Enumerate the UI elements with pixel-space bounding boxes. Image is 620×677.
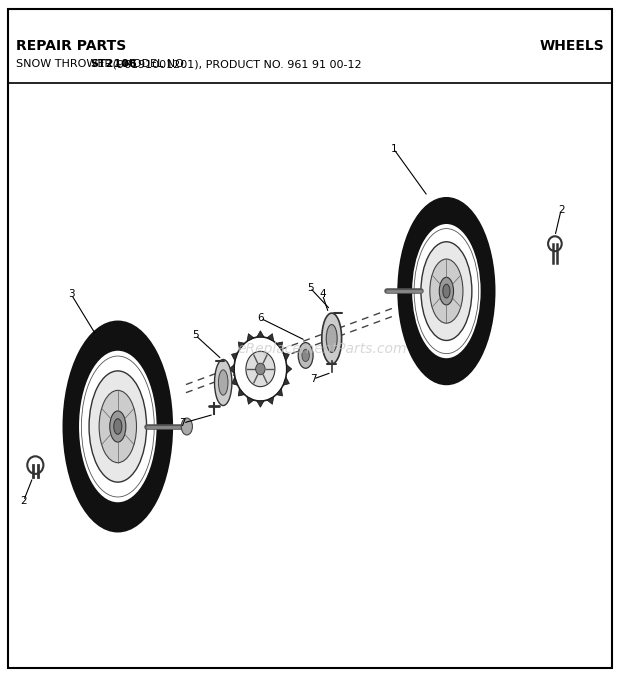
Ellipse shape xyxy=(414,229,479,353)
Ellipse shape xyxy=(246,351,275,387)
Ellipse shape xyxy=(81,356,154,497)
Ellipse shape xyxy=(298,343,313,368)
Text: 2: 2 xyxy=(558,205,564,215)
Text: 7: 7 xyxy=(310,374,316,384)
Ellipse shape xyxy=(181,418,192,435)
Text: eReplacementParts.com: eReplacementParts.com xyxy=(237,342,407,355)
Polygon shape xyxy=(247,334,254,341)
Polygon shape xyxy=(286,364,291,374)
Text: 4: 4 xyxy=(319,290,326,299)
Ellipse shape xyxy=(215,359,232,406)
Ellipse shape xyxy=(114,418,122,435)
Polygon shape xyxy=(257,401,264,407)
Polygon shape xyxy=(267,397,274,404)
Ellipse shape xyxy=(255,363,265,375)
Polygon shape xyxy=(247,397,254,404)
Text: REPAIR PARTS: REPAIR PARTS xyxy=(16,39,126,53)
Text: 7: 7 xyxy=(180,418,186,428)
Text: (96191001201), PRODUCT NO. 961 91 00-12: (96191001201), PRODUCT NO. 961 91 00-12 xyxy=(108,60,361,69)
Text: WHEELS: WHEELS xyxy=(540,39,604,53)
Text: 6: 6 xyxy=(257,313,264,323)
Text: 1: 1 xyxy=(391,144,397,154)
Ellipse shape xyxy=(110,411,126,442)
Ellipse shape xyxy=(398,198,495,384)
Ellipse shape xyxy=(63,322,172,531)
Ellipse shape xyxy=(421,242,472,341)
Polygon shape xyxy=(277,389,283,396)
Ellipse shape xyxy=(430,259,463,323)
Ellipse shape xyxy=(326,324,337,353)
Polygon shape xyxy=(238,342,244,349)
Ellipse shape xyxy=(302,349,309,362)
Ellipse shape xyxy=(411,223,482,359)
Polygon shape xyxy=(229,364,234,374)
Polygon shape xyxy=(231,353,237,361)
Ellipse shape xyxy=(99,391,136,462)
Text: ST2106: ST2106 xyxy=(91,60,138,69)
Polygon shape xyxy=(283,353,290,361)
Ellipse shape xyxy=(78,350,157,503)
Text: 5: 5 xyxy=(307,283,313,292)
Text: 5: 5 xyxy=(192,330,198,340)
Ellipse shape xyxy=(322,313,342,364)
Ellipse shape xyxy=(439,278,454,305)
Text: SNOW THROWER - MODEL NO.: SNOW THROWER - MODEL NO. xyxy=(16,60,190,69)
Polygon shape xyxy=(283,377,290,385)
Ellipse shape xyxy=(234,336,286,401)
Polygon shape xyxy=(277,342,283,349)
Text: 3: 3 xyxy=(68,290,74,299)
Text: 2: 2 xyxy=(20,496,27,506)
Polygon shape xyxy=(231,377,237,385)
Polygon shape xyxy=(238,389,244,396)
Polygon shape xyxy=(257,330,264,337)
Ellipse shape xyxy=(218,370,228,395)
Polygon shape xyxy=(267,334,274,341)
Ellipse shape xyxy=(89,371,146,482)
Ellipse shape xyxy=(443,284,450,298)
